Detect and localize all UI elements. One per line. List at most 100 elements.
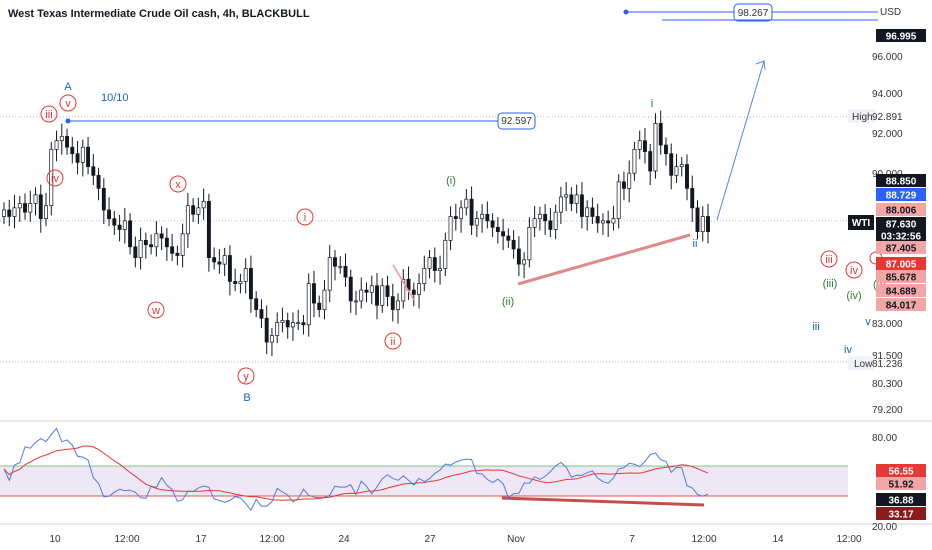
candle-body	[107, 209, 112, 220]
candle-body	[170, 246, 175, 254]
price-level-label: 85.678	[886, 273, 917, 284]
candle-body	[33, 194, 38, 204]
candle-body	[495, 226, 500, 232]
wedge-line	[392, 264, 415, 301]
candle-body	[354, 300, 358, 303]
wave-iv-circle-2-text: iv	[850, 265, 858, 277]
candle-body	[422, 268, 427, 284]
wave-x-circle	[169, 175, 187, 193]
price-level-labels: 96.99588.85088.72988.00687.63003:32:5687…	[876, 29, 926, 312]
price-level-label: 87.405	[886, 244, 917, 255]
wave-ii-paren-label: (ii)	[502, 296, 514, 308]
high-label: High	[852, 112, 873, 123]
candle-body	[459, 207, 464, 220]
candle-body	[658, 123, 663, 146]
rsi-level-label: 56.55	[888, 467, 913, 478]
wave-w-circle	[147, 301, 165, 319]
candle-body	[627, 172, 632, 189]
candle-body	[364, 289, 369, 293]
candle-body	[49, 149, 54, 207]
rsi-tick-20: 20.00	[872, 522, 897, 533]
candle-body	[7, 209, 12, 217]
candle-body	[312, 283, 316, 304]
rsi-level-label: 33.17	[888, 510, 913, 521]
callout-98267-text: 98.267	[738, 8, 769, 19]
candle-body	[706, 216, 710, 232]
candle-body	[669, 153, 674, 176]
time-label-1200-d: 12:00	[836, 534, 861, 545]
callout-92597[interactable]	[497, 112, 536, 130]
candle-body	[254, 298, 259, 310]
low-value: 81.236	[872, 359, 903, 370]
candle-body	[269, 335, 274, 343]
wave-iii-circle-2-text: iii	[825, 254, 832, 266]
candle-body	[522, 259, 527, 265]
candle-body	[653, 123, 658, 172]
low-label: Low	[854, 359, 873, 370]
candle-body	[212, 257, 217, 263]
candle-body	[369, 285, 374, 293]
candle-body	[516, 248, 521, 265]
symbol-badge	[848, 215, 874, 230]
wave-iii-label: iii	[812, 321, 819, 333]
candle-body	[375, 285, 379, 306]
candle-body	[595, 216, 600, 224]
time-label-1200-b: 12:00	[259, 534, 284, 545]
high-label-box	[848, 109, 876, 123]
candle-body	[138, 239, 143, 258]
candle-body	[490, 220, 495, 228]
wave-iii-circle-text: iii	[45, 109, 52, 121]
candle-body	[637, 140, 642, 150]
candle-body	[532, 218, 537, 228]
rsi-level-box	[876, 477, 926, 490]
candle-body	[338, 265, 343, 268]
candle-body	[685, 164, 689, 189]
candle-body	[396, 300, 400, 310]
candle-body	[464, 198, 469, 209]
candles-group	[2, 110, 710, 357]
tick-92: 92.000	[872, 129, 903, 140]
candle-body	[553, 211, 558, 230]
candle-body	[75, 153, 80, 163]
candle-body	[91, 166, 96, 176]
wave-a-label: A	[64, 81, 72, 93]
candle-body	[611, 218, 616, 224]
support-trendline	[517, 233, 691, 286]
candle-body	[217, 261, 222, 265]
wave-v-circle	[59, 94, 77, 112]
chart-title: West Texas Intermediate Crude Oil cash, …	[8, 8, 310, 20]
candle-body	[143, 239, 148, 245]
time-label-7: 7	[629, 534, 635, 545]
price-level-box	[876, 257, 926, 270]
candle-body	[2, 209, 6, 217]
wave-iv-circle-2	[845, 261, 863, 279]
candle-body	[474, 218, 479, 226]
candle-body	[590, 207, 595, 217]
candle-body	[385, 285, 390, 297]
candle-body	[359, 289, 364, 302]
candle-body	[259, 309, 264, 319]
candle-body	[122, 220, 127, 230]
candle-body	[643, 140, 647, 152]
candle-body	[301, 322, 306, 326]
candle-body	[480, 213, 485, 220]
wave-iii-paren-label: (iii)	[823, 278, 838, 290]
rsi-tick-80: 80.00	[872, 433, 897, 444]
candle-body	[469, 198, 474, 226]
wave-iv-label: iv	[844, 344, 852, 356]
candle-body	[648, 151, 653, 172]
rsi-line	[3, 427, 709, 512]
candle-body	[569, 194, 574, 204]
candle-body	[65, 136, 69, 148]
candle-body	[348, 276, 353, 302]
candle-body	[86, 146, 91, 168]
candle-body	[695, 207, 700, 232]
low-label-box	[848, 356, 874, 370]
wave-w-circle-text: w	[151, 305, 160, 317]
time-axis[interactable]: 10 12:00 17 12:00 24 27 Nov 7 12:00 14 1…	[49, 534, 862, 545]
candle-body	[17, 203, 22, 209]
candle-body	[579, 194, 584, 217]
price-level-box	[876, 284, 926, 297]
